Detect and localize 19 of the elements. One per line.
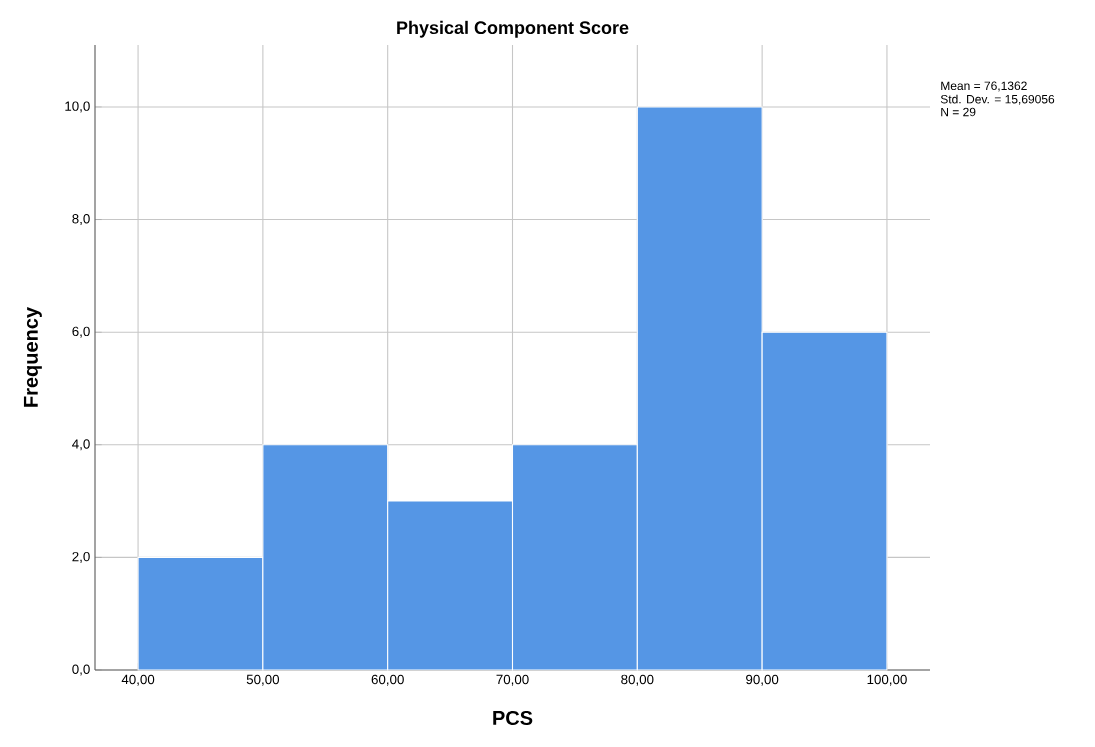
x-tick-label: 60,00 (371, 674, 404, 686)
chart-title: Physical Component Score (397, 20, 629, 38)
x-tick-label: 90,00 (746, 674, 779, 686)
x-axis-title: PCS (493, 710, 533, 726)
x-tick-label: 40,00 (121, 674, 155, 686)
x-tick-label: 70,00 (496, 674, 529, 686)
y-tick-label: 6,0 (72, 326, 90, 338)
x-tick-label: 50,00 (246, 674, 280, 686)
x-tick-label: 100,00 (867, 674, 907, 686)
text: Mean = 76,1362 (941, 81, 1027, 92)
y-tick-label: 4,0 (72, 439, 90, 451)
text: Std. Dev. = 15,69056 (940, 94, 1055, 105)
y-tick-label: 8,0 (72, 214, 90, 226)
text: N = 29 (941, 107, 976, 117)
y-tick-label: 0,0 (72, 664, 90, 676)
y-axis-title: Frequency (23, 307, 42, 407)
x-tick-label: 80,00 (621, 674, 654, 686)
y-tick-label: 2,0 (72, 551, 90, 563)
y-tick-label: 10,0 (65, 101, 90, 113)
